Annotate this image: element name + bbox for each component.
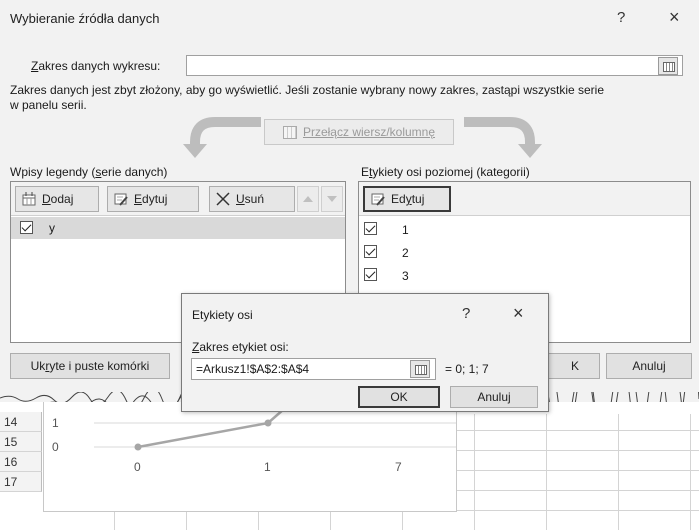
x-tick-label: 7 <box>395 460 402 474</box>
subdialog-close-button[interactable]: × <box>513 303 524 323</box>
legend-entries-header: Wpisy legendy (serie danych) <box>10 165 168 179</box>
move-up-button[interactable] <box>297 186 319 212</box>
add-icon <box>22 192 36 206</box>
edit-axis-labels-button[interactable]: Ed y tuj <box>363 186 451 212</box>
axis-range-label: Zakres etykiet osi: <box>192 340 289 354</box>
cancel-button[interactable]: Anuluj <box>606 353 692 379</box>
category-label: 2 <box>402 246 409 260</box>
range-picker-icon[interactable] <box>658 57 678 75</box>
edit-icon <box>114 192 128 206</box>
range-picker-icon[interactable] <box>410 360 430 378</box>
edit-icon <box>371 192 385 206</box>
category-checkbox[interactable] <box>364 268 377 281</box>
category-label: 3 <box>402 269 409 283</box>
category-row[interactable]: 3 <box>359 266 690 287</box>
help-button[interactable]: ? <box>617 9 626 26</box>
series-name: y <box>49 221 55 235</box>
chart-range-input[interactable] <box>186 55 683 76</box>
triangle-down-icon <box>327 196 337 202</box>
data-point <box>134 443 142 451</box>
chart-area[interactable]: 1 0 0 1 7 <box>43 402 457 512</box>
hidden-empty-cells-button[interactable]: Uk r yte i puste komórki <box>10 353 170 379</box>
series-row[interactable]: y <box>11 217 345 239</box>
category-row[interactable]: 1 <box>359 220 690 241</box>
subdialog-ok-button[interactable]: OK <box>358 386 440 408</box>
axis-preview-values: = 0; 1; 7 <box>445 362 489 376</box>
switch-icon <box>282 125 297 139</box>
series-checkbox[interactable] <box>20 221 33 234</box>
category-checkbox[interactable] <box>364 222 377 235</box>
range-warning-text: Zakres danych jest zbyt złożony, aby go … <box>10 83 605 112</box>
move-down-button[interactable] <box>321 186 343 212</box>
subdialog-help-button[interactable]: ? <box>462 305 471 322</box>
category-label: 1 <box>402 223 409 237</box>
close-button[interactable]: × <box>669 7 680 27</box>
category-checkbox[interactable] <box>364 245 377 258</box>
arrow-right-icon <box>464 117 542 158</box>
subdialog-title: Etykiety osi <box>192 308 253 322</box>
category-row[interactable]: 2 <box>359 243 690 264</box>
spreadsheet-fragment: 14 15 16 17 1 0 0 1 7 <box>0 402 699 530</box>
row-header[interactable]: 14 <box>0 412 42 432</box>
axis-range-input[interactable]: =Arkusz1!$A$2:$A$4 <box>191 358 436 380</box>
row-header[interactable]: 16 <box>0 452 42 472</box>
row-header[interactable]: 15 <box>0 432 42 452</box>
switch-row-column-button[interactable]: Przełącz wiersz/kolumnę <box>264 119 454 145</box>
chart-plot <box>94 402 456 451</box>
axis-labels-header: Etykiety osi poziomej (kategorii) <box>361 165 530 179</box>
arrow-left-icon <box>183 117 261 158</box>
row-header[interactable]: 17 <box>0 472 42 492</box>
x-tick-label: 0 <box>134 460 141 474</box>
series-line <box>137 421 269 449</box>
y-tick-label: 1 <box>52 416 59 430</box>
data-point <box>264 419 272 427</box>
dialog-title: Wybieranie źródła danych <box>10 11 160 26</box>
axis-labels-dialog: Etykiety osi ? × Zakres etykiet osi: =Ar… <box>181 293 549 412</box>
remove-icon <box>216 192 230 206</box>
x-tick-label: 1 <box>264 460 271 474</box>
chart-range-label: Zakres danych wykresu: <box>31 59 161 73</box>
subdialog-cancel-button[interactable]: Anuluj <box>450 386 538 408</box>
y-tick-label: 0 <box>52 440 59 454</box>
triangle-up-icon <box>303 196 313 202</box>
